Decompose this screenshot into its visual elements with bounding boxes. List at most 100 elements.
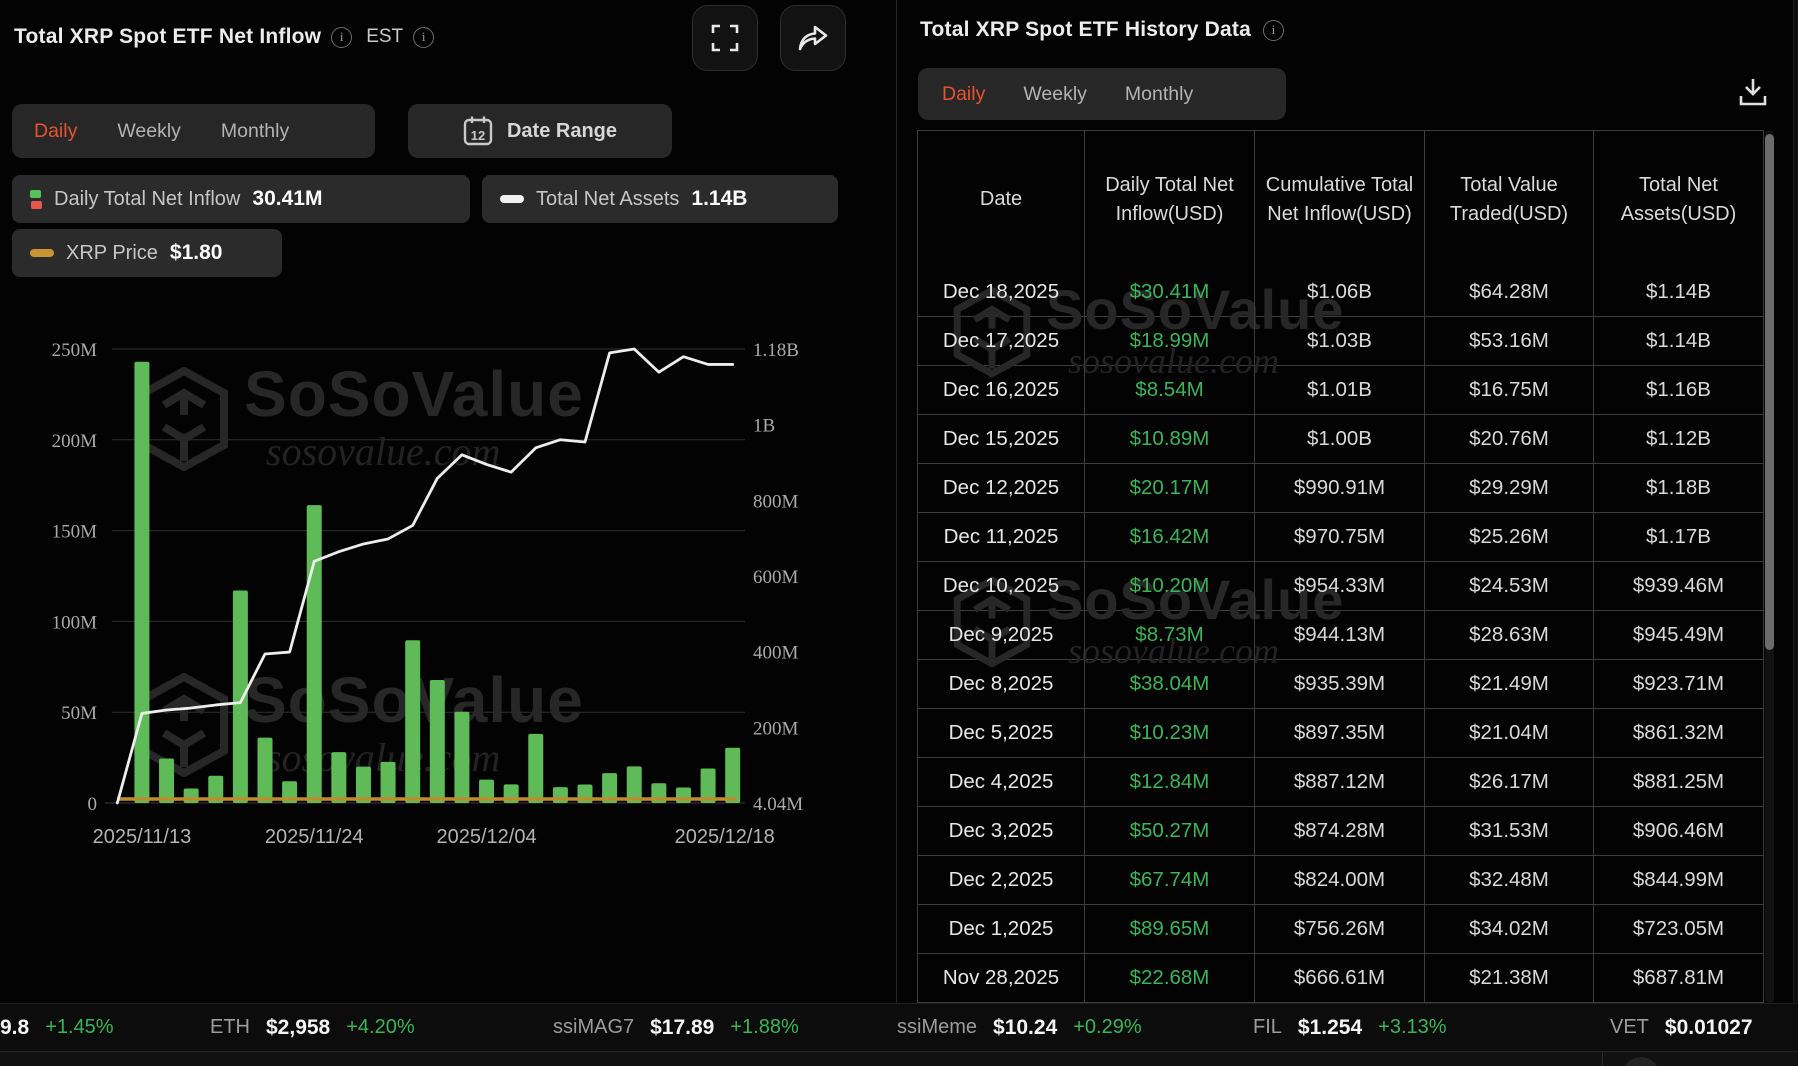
table-scrollbar[interactable]: [1765, 130, 1774, 1003]
net-assets-cell: $1.16B: [1646, 378, 1711, 401]
history-table: Date Daily Total Net Inflow(USD) Cumulativ…: [917, 130, 1764, 1003]
share-button[interactable]: [780, 5, 846, 71]
value-traded-cell: $21.04M: [1425, 709, 1594, 757]
inflow-bar[interactable]: [380, 761, 396, 803]
inflow-legend-icon: [30, 189, 42, 209]
inflow-bar[interactable]: [232, 590, 248, 803]
timezone-info-icon[interactable]: i: [413, 26, 435, 48]
value-traded-cell: $53.16M: [1425, 317, 1594, 365]
inflow-bar[interactable]: [159, 758, 175, 803]
info-icon[interactable]: i: [331, 26, 353, 48]
net-assets-cell: $881.25M: [1632, 770, 1725, 793]
inflow-bar[interactable]: [257, 737, 273, 803]
legend-label: Daily Total Net Inflow: [54, 187, 241, 210]
svg-text:1.18B: 1.18B: [753, 340, 799, 361]
ticker-item[interactable]: FIL $1.254 +3.13%: [1253, 1004, 1447, 1051]
fullscreen-button[interactable]: [692, 5, 758, 71]
info-icon[interactable]: i: [1262, 19, 1284, 41]
legend-total-net-assets[interactable]: Total Net Assets 1.14B: [482, 175, 838, 223]
legend-daily-net-inflow[interactable]: Daily Total Net Inflow 30.41M: [12, 175, 470, 223]
table-row[interactable]: Dec 11,2025 $16.42M $970.75M $25.26M $1.17B: [917, 513, 1764, 562]
inflow-bar[interactable]: [626, 766, 642, 803]
share-icon: [798, 25, 828, 51]
table-row[interactable]: Nov 28,2025 $22.68M $666.61M $21.38M $687.81…: [917, 954, 1764, 1003]
table-row[interactable]: Dec 15,2025 $10.89M $1.00B $20.76M $1.12B: [917, 415, 1764, 464]
tab-weekly[interactable]: Weekly: [1023, 82, 1087, 105]
inflow-bar[interactable]: [331, 752, 347, 803]
inflow-bar[interactable]: [528, 733, 544, 803]
inflow-bar[interactable]: [429, 679, 445, 803]
inflow-bar[interactable]: [479, 779, 495, 803]
download-button[interactable]: [1733, 72, 1773, 112]
cumulative-inflow-cell: $954.33M: [1255, 562, 1425, 610]
inflow-bar[interactable]: [208, 775, 224, 803]
date-range-button[interactable]: 12 Date Range: [408, 104, 672, 158]
table-header-row: Date Daily Total Net Inflow(USD) Cumulativ…: [917, 130, 1764, 268]
inflow-bar[interactable]: [405, 640, 421, 803]
tab-weekly[interactable]: Weekly: [117, 119, 181, 142]
panel-divider: [896, 0, 897, 1003]
table-row[interactable]: Dec 4,2025 $12.84M $887.12M $26.17M $881.25M: [917, 758, 1764, 807]
table-row[interactable]: Dec 5,2025 $10.23M $897.35M $21.04M $861.32M: [917, 709, 1764, 758]
ticker-item[interactable]: VET $0.01027: [1610, 1004, 1753, 1051]
date-cell: Dec 4,2025: [918, 758, 1085, 806]
cumulative-inflow-cell: $1.00B: [1255, 415, 1425, 463]
daily-inflow-cell: $8.54M: [1085, 366, 1255, 414]
tab-monthly[interactable]: Monthly: [220, 119, 290, 142]
page-scrollbar-track[interactable]: [1793, 0, 1798, 1003]
total-net-assets-line: [115, 347, 735, 805]
bottom-strip-avatar[interactable]: [1622, 1057, 1660, 1066]
scrollbar-thumb[interactable]: [1765, 134, 1774, 650]
table-row[interactable]: Dec 17,2025 $18.99M $1.03B $53.16M $1.14B: [917, 317, 1764, 366]
inflow-bar[interactable]: [306, 505, 322, 803]
table-row[interactable]: Dec 12,2025 $20.17M $990.91M $29.29M $1.18B: [917, 464, 1764, 513]
table-title: Total XRP Spot ETF History Data: [920, 18, 1251, 41]
legend-xrp-price[interactable]: XRP Price $1.80: [12, 229, 282, 277]
ticker-item[interactable]: ssiMeme $10.24 +0.29%: [897, 1004, 1142, 1051]
svg-text:600M: 600M: [753, 567, 799, 588]
legend-label: XRP Price: [66, 241, 158, 264]
ticker-item[interactable]: ETH $2,958 +4.20%: [210, 1004, 415, 1051]
chart-title: Total XRP Spot ETF Net Inflow: [14, 25, 322, 48]
ticker-change: +1.45%: [45, 1016, 114, 1038]
inflow-bar[interactable]: [355, 766, 371, 803]
net-assets-cell: $844.99M: [1632, 868, 1725, 891]
table-row[interactable]: Dec 3,2025 $50.27M $874.28M $31.53M $906.46M: [917, 807, 1764, 856]
table-row[interactable]: Dec 8,2025 $38.04M $935.39M $21.49M $923.71M: [917, 660, 1764, 709]
inflow-bar[interactable]: [183, 788, 199, 803]
table-row[interactable]: Dec 10,2025 $10.20M $954.33M $24.53M $939.46…: [917, 562, 1764, 611]
inflow-bar[interactable]: [725, 747, 741, 803]
table-row[interactable]: Dec 18,2025 $30.41M $1.06B $64.28M $1.14B: [917, 268, 1764, 317]
inflow-bar[interactable]: [700, 768, 716, 803]
date-cell: Dec 3,2025: [918, 807, 1085, 855]
inflow-chart[interactable]: 250M 200M 150M 100M 50M 0 1.18B 1B 800M 600M 400M 2…: [0, 295, 896, 875]
date-cell: Dec 8,2025: [918, 660, 1085, 708]
table-row[interactable]: Dec 2,2025 $67.74M $824.00M $32.48M $844.99M: [917, 856, 1764, 905]
legend-value: 1.14B: [691, 187, 748, 210]
ticker-change: +0.29%: [1073, 1016, 1142, 1038]
date-cell: Dec 17,2025: [918, 317, 1085, 365]
value-traded-cell: $31.53M: [1425, 807, 1594, 855]
tab-monthly[interactable]: Monthly: [1124, 82, 1194, 105]
tab-daily[interactable]: Daily: [942, 82, 986, 105]
daily-inflow-cell: $20.17M: [1085, 464, 1255, 512]
tab-daily[interactable]: Daily: [34, 119, 78, 142]
ticker-item[interactable]: ssiMAG7 $17.89 +1.88%: [553, 1004, 799, 1051]
daily-inflow-cell: $67.74M: [1085, 856, 1255, 904]
table-row[interactable]: Dec 1,2025 $89.65M $756.26M $34.02M $723.05M: [917, 905, 1764, 954]
svg-text:2025/12/18: 2025/12/18: [675, 826, 775, 848]
net-assets-cell: $1.12B: [1646, 427, 1711, 450]
svg-text:1B: 1B: [753, 416, 775, 437]
ticker-item[interactable]: 9.8 +1.45%: [0, 1004, 114, 1051]
date-cell: Dec 1,2025: [918, 905, 1085, 953]
value-traded-cell: $29.29M: [1425, 464, 1594, 512]
inflow-bar[interactable]: [602, 773, 618, 803]
table-row[interactable]: Dec 9,2025 $8.73M $944.13M $28.63M $945.49M: [917, 611, 1764, 660]
svg-text:4.04M: 4.04M: [753, 794, 803, 815]
daily-inflow-cell: $10.89M: [1085, 415, 1255, 463]
daily-inflow-cell: $12.84M: [1085, 758, 1255, 806]
inflow-bar[interactable]: [454, 711, 470, 803]
download-icon: [1739, 79, 1767, 106]
table-row[interactable]: Dec 16,2025 $8.54M $1.01B $16.75M $1.16B: [917, 366, 1764, 415]
svg-text:12: 12: [471, 128, 485, 143]
